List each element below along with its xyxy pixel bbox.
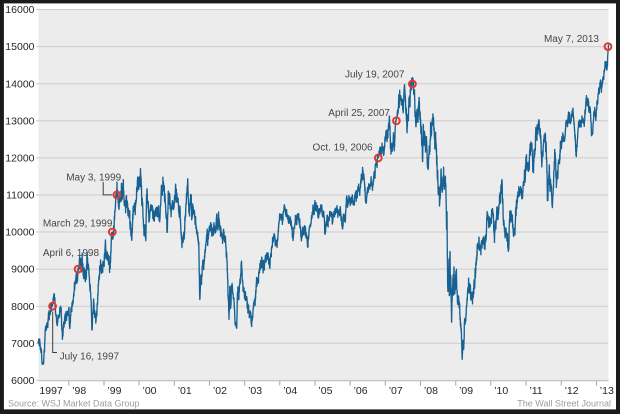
- svg-text:April 25, 2007: April 25, 2007: [328, 108, 390, 119]
- svg-text:’07: ’07: [389, 385, 403, 397]
- svg-text:13000: 13000: [5, 115, 34, 127]
- svg-text:6000: 6000: [11, 375, 35, 387]
- svg-text:7000: 7000: [11, 338, 35, 350]
- svg-text:’06: ’06: [354, 385, 368, 397]
- svg-text:14000: 14000: [5, 78, 34, 90]
- svg-text:’01: ’01: [178, 385, 192, 397]
- svg-text:’08: ’08: [424, 385, 438, 397]
- svg-text:15000: 15000: [5, 41, 34, 53]
- svg-text:The Wall Street Journal: The Wall Street Journal: [517, 399, 611, 409]
- svg-text:April 6, 1998: April 6, 1998: [43, 248, 100, 259]
- svg-text:’98: ’98: [72, 385, 86, 397]
- svg-text:’00: ’00: [143, 385, 157, 397]
- svg-text:16000: 16000: [5, 4, 34, 16]
- svg-text:’99: ’99: [107, 385, 121, 397]
- svg-text:’11: ’11: [529, 385, 542, 397]
- svg-text:July 19, 2007: July 19, 2007: [345, 70, 405, 81]
- svg-text:May 3, 1999: May 3, 1999: [66, 173, 121, 184]
- svg-text:’10: ’10: [494, 385, 508, 397]
- svg-text:’03: ’03: [248, 385, 262, 397]
- svg-text:Oct. 19, 2006: Oct. 19, 2006: [313, 143, 373, 154]
- svg-text:Source: WSJ Market Data Group: Source: WSJ Market Data Group: [8, 399, 140, 409]
- svg-text:May 7, 2013: May 7, 2013: [544, 34, 599, 45]
- svg-text:12000: 12000: [5, 153, 34, 165]
- svg-text:March 29, 1999: March 29, 1999: [43, 219, 113, 230]
- svg-text:’04: ’04: [283, 385, 297, 397]
- svg-text:’05: ’05: [318, 385, 332, 397]
- svg-text:8000: 8000: [11, 301, 35, 313]
- svg-text:’09: ’09: [459, 385, 473, 397]
- svg-text:’13: ’13: [600, 385, 614, 397]
- svg-text:11000: 11000: [6, 190, 35, 202]
- svg-text:’12: ’12: [565, 385, 579, 397]
- svg-text:9000: 9000: [11, 264, 35, 276]
- svg-text:1997: 1997: [39, 385, 63, 397]
- svg-text:’02: ’02: [213, 385, 227, 397]
- svg-text:July 16, 1997: July 16, 1997: [60, 351, 120, 362]
- svg-text:10000: 10000: [5, 227, 34, 239]
